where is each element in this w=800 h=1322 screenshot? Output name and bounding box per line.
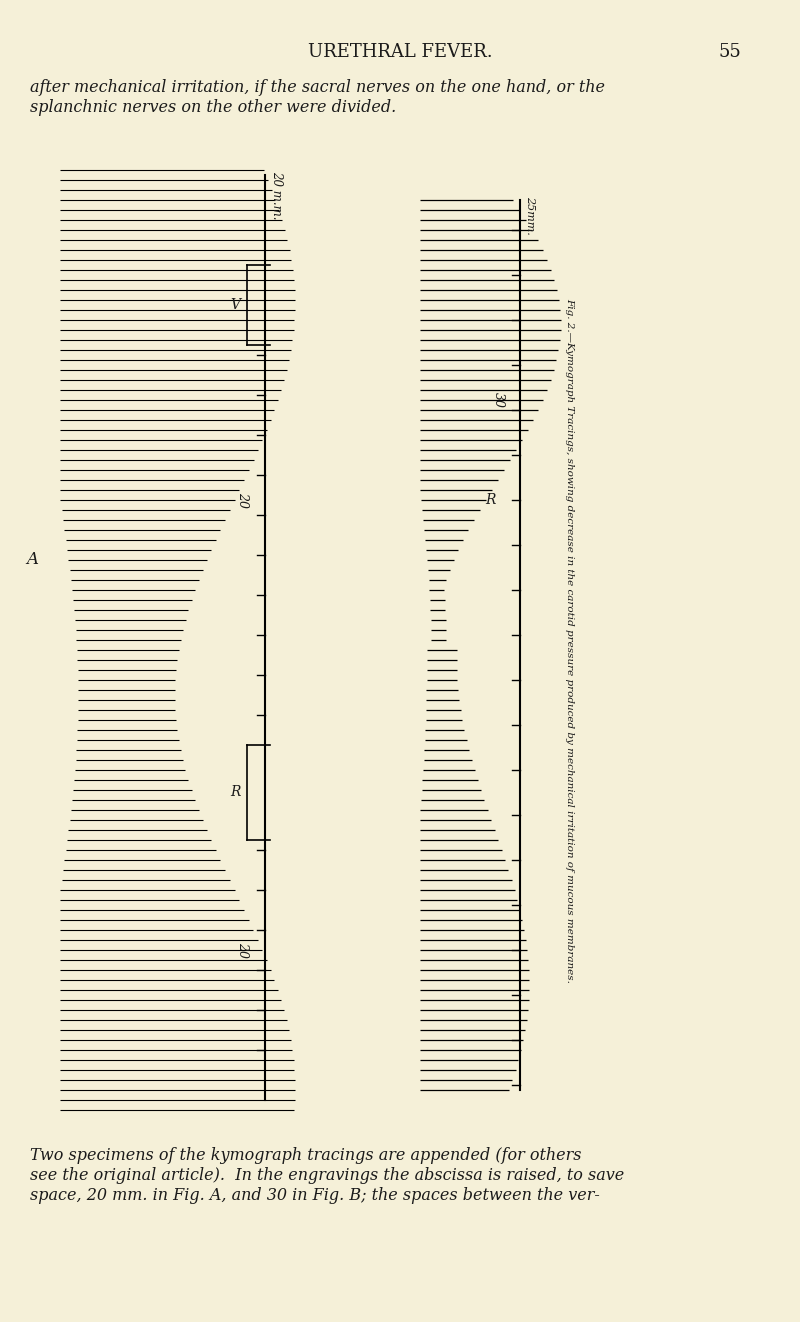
Text: after mechanical irritation, if the sacral nerves on the one hand, or the: after mechanical irritation, if the sacr…	[30, 79, 605, 97]
Text: V: V	[230, 297, 240, 312]
Text: 20: 20	[237, 943, 250, 958]
Text: Two specimens of the kymograph tracings are appended (for others: Two specimens of the kymograph tracings …	[30, 1146, 582, 1163]
Text: URETHRAL FEVER.: URETHRAL FEVER.	[308, 44, 492, 61]
Text: 20 m.m.: 20 m.m.	[270, 171, 283, 219]
Text: R: R	[485, 493, 495, 508]
Text: 55: 55	[718, 44, 742, 61]
Text: 25mm.: 25mm.	[525, 196, 535, 234]
Text: Fig. 2.—Kymograph Tracings, showing decrease in the carotid pressure produced by: Fig. 2.—Kymograph Tracings, showing decr…	[566, 297, 574, 982]
Text: 20: 20	[237, 492, 250, 508]
Text: 30: 30	[491, 393, 505, 408]
Text: see the original article).  In the engravings the abscissa is raised, to save: see the original article). In the engrav…	[30, 1166, 624, 1183]
Text: splanchnic nerves on the other were divided.: splanchnic nerves on the other were divi…	[30, 99, 396, 116]
Text: A: A	[26, 551, 38, 568]
Text: R: R	[230, 785, 240, 800]
Text: space, 20 mm. in Fig. A, and 30 in Fig. B; the spaces between the ver-: space, 20 mm. in Fig. A, and 30 in Fig. …	[30, 1187, 600, 1203]
